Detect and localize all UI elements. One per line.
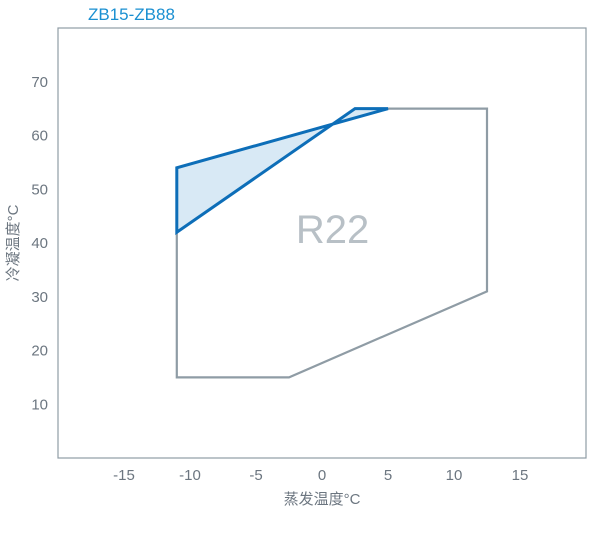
- y-tick-label: 60: [31, 128, 48, 145]
- envelope-chart: ZB15-ZB88 R22 -15 -10 -5 0 5 10 15 10 20 30 40 50 60 70…: [0, 0, 600, 534]
- x-tick-label: -15: [113, 467, 135, 484]
- y-tick-label: 20: [31, 343, 48, 360]
- x-tick-label: -5: [249, 467, 262, 484]
- y-tick-label: 30: [31, 289, 48, 306]
- y-tick-label: 50: [31, 181, 48, 198]
- x-axis-title: 蒸发温度°C: [284, 491, 361, 508]
- center-label: R22: [296, 208, 369, 252]
- chart-container: ZB15-ZB88 R22 -15 -10 -5 0 5 10 15 10 20 30 40 50 60 70…: [0, 0, 600, 534]
- y-tick-label: 70: [31, 74, 48, 91]
- y-axis-title: 冷凝温度°C: [5, 204, 22, 281]
- y-tick-label: 40: [31, 235, 48, 252]
- y-tick-label: 10: [31, 396, 48, 413]
- x-tick-label: 15: [512, 467, 529, 484]
- x-tick-label: -10: [179, 467, 201, 484]
- x-tick-label: 10: [446, 467, 463, 484]
- chart-title: ZB15-ZB88: [88, 5, 175, 24]
- x-tick-label: 5: [384, 467, 392, 484]
- x-tick-label: 0: [318, 467, 326, 484]
